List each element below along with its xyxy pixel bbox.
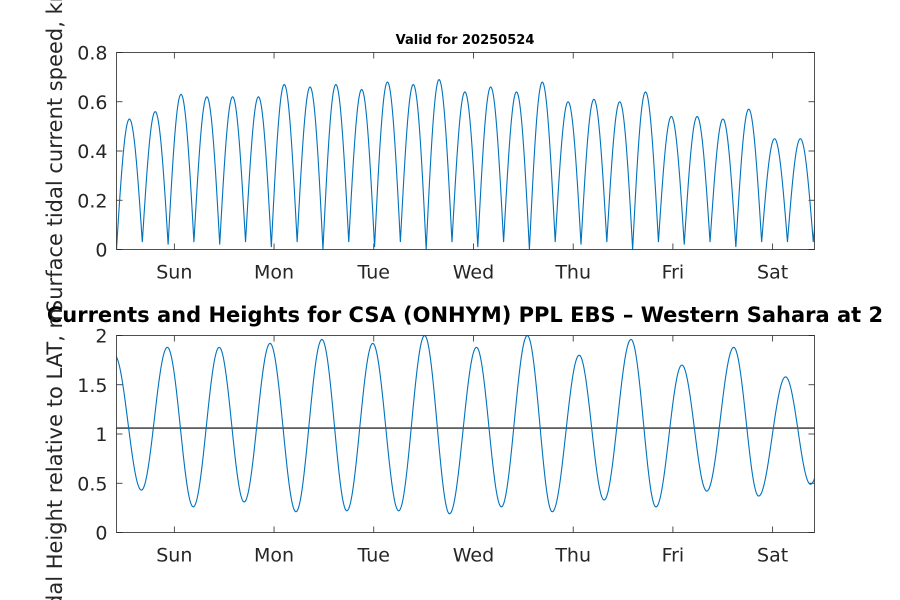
series-line — [116, 335, 815, 515]
chart-title: Valid for 20250524 — [396, 33, 535, 48]
chart-title: Currents and Heights for CSA (ONHYM) PPL… — [47, 303, 883, 327]
y-tick-label: 0.4 — [77, 141, 107, 163]
x-tick-label: Mon — [254, 545, 294, 567]
y-tick-label: 2 — [95, 326, 107, 348]
x-tick-label: Mon — [254, 262, 294, 284]
plot-lines — [116, 78, 815, 250]
axis-ticks: 0 0.5 1 1.5 2 Sun Mon Tue Wed Thu Fri Sat — [77, 326, 815, 567]
x-tick-label: Sat — [757, 545, 788, 567]
x-tick-label: Tue — [357, 545, 390, 567]
x-tick-label: Sun — [156, 545, 192, 567]
y-tick-label: 1 — [95, 424, 107, 446]
y-tick-label: 0.8 — [77, 43, 107, 65]
axes-box — [116, 52, 815, 250]
x-tick-label: Thu — [554, 262, 591, 284]
x-tick-label: Sat — [757, 262, 788, 284]
y-tick-label: 0 — [95, 523, 107, 545]
x-tick-label: Sun — [156, 262, 192, 284]
current-speed-chart: Valid for 20250524 Surface tidal current… — [43, 0, 815, 313]
plot-lines — [116, 335, 815, 515]
y-tick-label: 1.5 — [77, 375, 107, 397]
x-tick-label: Tue — [357, 262, 390, 284]
x-tick-label: Wed — [453, 262, 494, 284]
y-axis-label: Tidal Height relative to LAT, m — [43, 308, 67, 600]
y-axis-label: Surface tidal current speed, kn — [43, 0, 67, 313]
y-tick-label: 0 — [95, 240, 107, 262]
x-tick-label: Thu — [554, 545, 591, 567]
y-tick-label: 0.5 — [77, 473, 107, 495]
y-tick-label: 0.6 — [77, 92, 107, 114]
y-tick-label: 0.2 — [77, 190, 107, 212]
x-tick-label: Fri — [662, 262, 685, 284]
tidal-height-chart: Currents and Heights for CSA (ONHYM) PPL… — [43, 303, 883, 600]
x-tick-label: Fri — [662, 545, 685, 567]
axis-ticks: 0 0.2 0.4 0.6 0.8 Sun Mon Tue Wed Thu Fri Sat — [77, 43, 815, 284]
axes-box — [116, 335, 815, 533]
x-tick-label: Wed — [453, 545, 494, 567]
series-line — [116, 78, 815, 250]
